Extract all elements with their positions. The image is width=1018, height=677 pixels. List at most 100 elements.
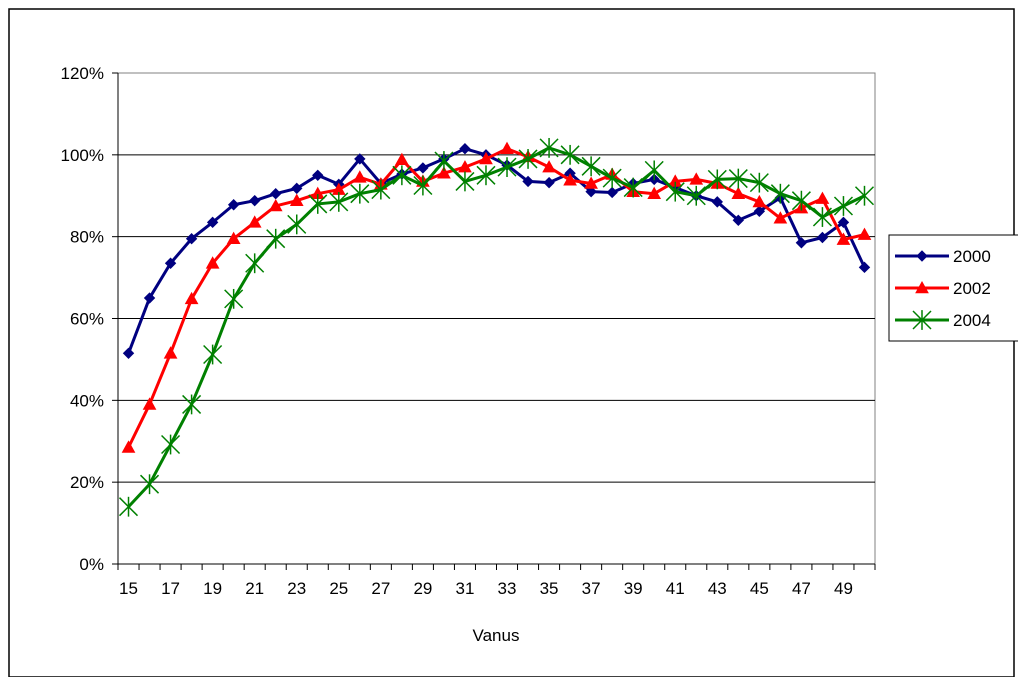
x-tick-label: 29 <box>413 579 432 598</box>
data-point <box>270 187 282 200</box>
y-tick-label: 100% <box>61 146 104 165</box>
data-point <box>142 397 157 410</box>
data-point <box>731 186 746 200</box>
data-point <box>182 394 202 415</box>
data-point <box>602 168 622 189</box>
data-point <box>497 157 517 178</box>
data-point <box>854 185 875 206</box>
x-tick-label: 39 <box>624 579 643 598</box>
data-point <box>163 346 178 359</box>
data-point <box>248 194 261 207</box>
data-point <box>479 151 493 165</box>
x-tick-label: 27 <box>371 579 390 598</box>
data-point <box>268 198 283 212</box>
data-point <box>434 151 454 171</box>
data-point <box>837 216 850 229</box>
legend-item: 2000 <box>895 247 991 266</box>
legend-item: 2004 <box>895 310 991 330</box>
legend-marker <box>912 310 932 330</box>
data-point <box>728 168 748 189</box>
x-tick-label: 23 <box>287 579 306 598</box>
x-tick-label: 21 <box>245 579 264 598</box>
data-point <box>459 142 471 155</box>
data-point <box>732 214 745 227</box>
data-point <box>289 193 304 206</box>
data-point <box>476 165 496 186</box>
x-tick-label: 37 <box>582 579 601 598</box>
legend-label: 2004 <box>953 311 991 330</box>
data-point <box>665 181 685 202</box>
legend-marker <box>916 250 928 262</box>
data-point <box>352 170 367 183</box>
y-tick-label: 80% <box>70 228 104 247</box>
data-point <box>287 214 307 235</box>
y-tick-label: 60% <box>70 310 104 329</box>
x-tick-label: 17 <box>161 579 180 598</box>
data-point <box>140 474 160 495</box>
x-tick-label: 41 <box>666 579 685 598</box>
data-point <box>224 288 244 309</box>
data-point <box>563 173 577 186</box>
data-point <box>226 231 241 245</box>
data-point <box>858 261 871 274</box>
series-line <box>127 146 866 508</box>
series-group <box>118 137 875 517</box>
legend-label: 2002 <box>953 279 991 298</box>
data-point <box>623 177 643 198</box>
data-point <box>392 165 412 186</box>
data-point <box>773 211 788 224</box>
data-point <box>291 182 303 195</box>
data-point <box>413 175 433 196</box>
data-point <box>206 216 219 229</box>
data-point <box>266 228 286 249</box>
data-point <box>205 256 220 269</box>
data-point <box>417 162 429 174</box>
data-point <box>644 160 664 181</box>
data-point <box>308 194 328 214</box>
x-tick-label: 35 <box>540 579 559 598</box>
series-2 <box>118 137 875 517</box>
legend: 2000 2002 2004 <box>888 234 1018 342</box>
y-tick-label: 20% <box>70 473 104 492</box>
data-point <box>118 496 139 517</box>
x-tick-label: 25 <box>329 579 348 598</box>
data-point <box>857 227 872 240</box>
data-point <box>791 190 811 211</box>
data-point <box>227 199 240 211</box>
data-point <box>121 440 136 453</box>
data-point <box>584 176 598 189</box>
data-point <box>350 183 370 204</box>
data-point <box>542 160 556 173</box>
x-axis: 15 17 19 21 23 25 27 29 31 33 35 37 39 41 43 45 47 49 <box>117 564 876 598</box>
data-point <box>437 166 451 179</box>
data-point <box>581 156 601 177</box>
data-point <box>371 179 391 200</box>
legend-label: 2000 <box>953 247 991 266</box>
data-point <box>707 169 727 190</box>
data-point <box>816 231 829 244</box>
data-point <box>203 344 223 365</box>
data-point <box>543 176 555 189</box>
x-tick-label: 49 <box>834 579 853 598</box>
data-point <box>770 183 790 204</box>
data-point <box>247 215 262 228</box>
x-tick-label: 33 <box>498 579 517 598</box>
x-tick-label: 43 <box>708 579 727 598</box>
data-point <box>833 196 853 216</box>
data-point <box>354 153 366 165</box>
data-point <box>500 141 514 154</box>
data-point <box>749 172 769 193</box>
y-tick-label: 40% <box>70 391 104 410</box>
data-point <box>539 137 559 158</box>
data-point <box>245 253 265 274</box>
data-point <box>689 172 704 185</box>
x-axis-title: Vanus <box>473 626 520 645</box>
data-point <box>522 175 534 188</box>
data-point <box>329 191 349 212</box>
data-point <box>752 194 767 208</box>
x-tick-label: 45 <box>750 579 769 598</box>
data-point <box>795 237 808 249</box>
x-tick-label: 19 <box>203 579 222 598</box>
data-point <box>143 292 156 304</box>
